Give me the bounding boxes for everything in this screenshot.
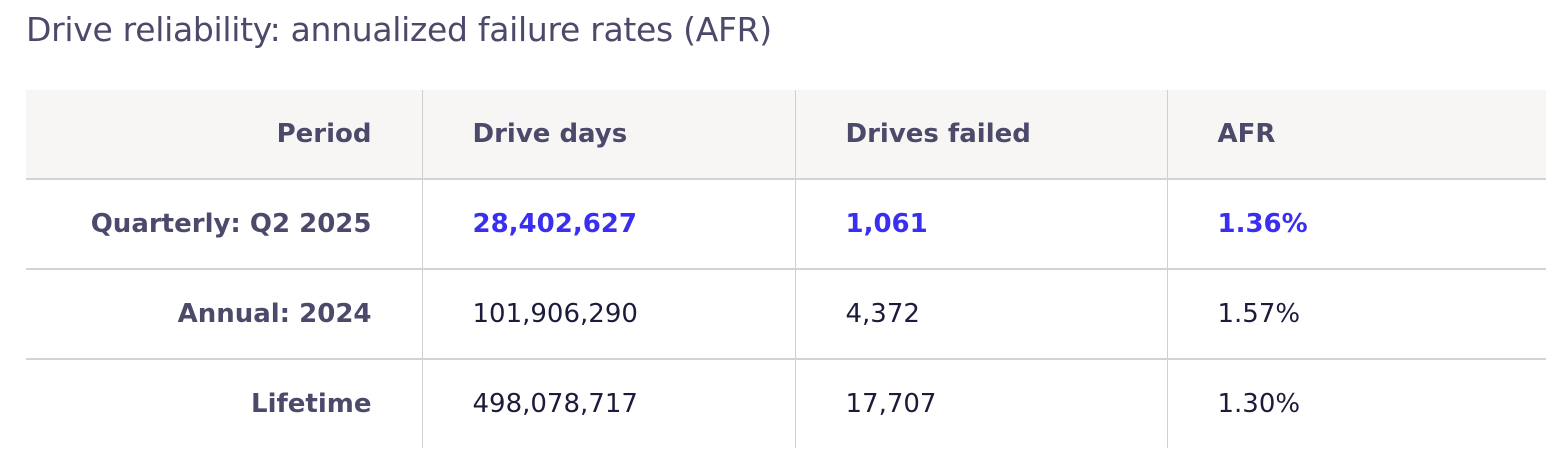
afr-table: Period Drive days Drives failed AFR Quarter… (26, 90, 1546, 448)
table-cell: 28,402,627 (421, 179, 795, 270)
table-row: Annual: 2024 101,906,290 4,372 1.57% (26, 269, 1546, 360)
row-label: Lifetime (251, 389, 372, 419)
table-cell: 1.30% (1166, 359, 1546, 448)
title: Drive reliability: annualized failure ra… (26, 10, 772, 49)
row-label: Annual: 2024 (26, 269, 422, 360)
column-header: Period (26, 90, 422, 180)
table-cell: 1,061 (794, 179, 1167, 270)
table-cell: 101,906,290 (421, 269, 795, 360)
column-header: AFR (1166, 90, 1546, 180)
table-cell: 4,372 (794, 269, 1167, 360)
table-row: Lifetime 498,078,717 17,707 1.30% (26, 359, 1546, 448)
table-body: Quarterly: Q2 2025 28,402,627 1,061 1.36% An… (26, 179, 1546, 448)
row-label: Quarterly: Q2 2025 (26, 179, 422, 270)
table-row: Quarterly: Q2 2025 28,402,627 1,061 1.36% (26, 179, 1546, 270)
table-cell: 498,078,717 (421, 359, 795, 448)
column-header: Drive days (421, 90, 795, 180)
table-cell: 17,707 (794, 359, 1167, 448)
header-row: Period Drive days Drives failed AFR (26, 90, 1546, 180)
table-cell: 1.57% (1166, 269, 1546, 360)
table-cell: 1.36% (1166, 179, 1546, 270)
table-header: Period Drive days Drives failed AFR (26, 90, 1546, 180)
column-header: Drives failed (794, 90, 1167, 180)
